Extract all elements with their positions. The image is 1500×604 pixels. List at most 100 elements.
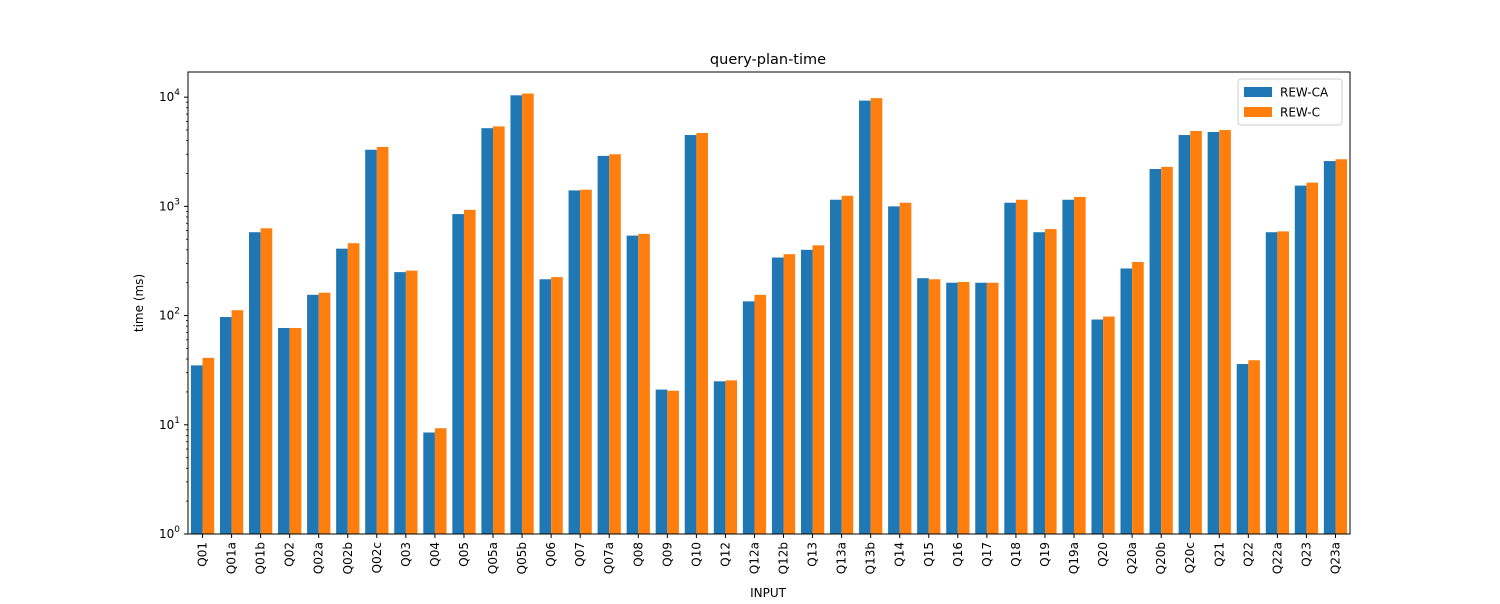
bar-rew-ca-q12a: [742, 301, 755, 534]
bar-rew-ca-q14: [888, 206, 900, 534]
y-tick-label: 100: [159, 525, 180, 541]
x-axis: Q01 Q01a Q01b Q02 Q02a Q02b Q02c Q03 Q04 Q05 Q05a Q…: [196, 534, 1342, 574]
bar-rew-ca-q20: [1091, 319, 1104, 534]
x-tick-label: Q12a: [747, 542, 761, 574]
bar-rew-c-q02a: [318, 292, 331, 534]
x-tick-label: Q01b: [254, 542, 268, 574]
x-tick-label: Q13: [806, 542, 820, 567]
x-tick-label: Q20a: [1125, 542, 1139, 574]
bar-rew-ca-q16: [946, 282, 958, 534]
bar-rew-c-q13: [812, 245, 825, 534]
bar-rew-c-q09: [667, 390, 679, 534]
x-tick-label: Q19: [1038, 542, 1052, 567]
bar-rew-ca-q02a: [307, 294, 319, 534]
x-tick-label: Q13b: [864, 542, 878, 574]
x-tick-label: Q10: [689, 542, 703, 567]
bar-rew-c-q05b: [522, 93, 534, 535]
x-axis-label: INPUT: [750, 586, 787, 600]
x-tick-label: Q05b: [515, 542, 529, 574]
bar-rew-ca-q22: [1236, 364, 1249, 534]
bar-rew-c-q07: [580, 189, 592, 535]
bar-rew-c-q12b: [783, 254, 796, 534]
bar-rew-c-q05: [463, 209, 476, 534]
x-tick-label: Q07a: [602, 542, 616, 574]
bar-rew-ca-q03: [394, 272, 406, 534]
bar-rew-ca-q02c: [365, 149, 377, 534]
bar-rew-c-q05a: [493, 126, 505, 534]
x-tick-label: Q23: [1299, 542, 1313, 567]
x-tick-label: Q09: [660, 542, 674, 567]
chart-title: query-plan-time: [710, 52, 826, 68]
bar-rew-ca-q12: [713, 381, 726, 534]
x-tick-label: Q06: [544, 542, 558, 567]
bar-rew-ca-q04: [423, 432, 435, 534]
bar-rew-ca-q20c: [1178, 135, 1191, 535]
bar-rew-ca-q05a: [481, 128, 494, 534]
bar-rew-c-q20a: [1132, 261, 1144, 534]
bar-rew-c-q23: [1306, 182, 1319, 534]
bar-rew-ca-q01a: [219, 317, 232, 534]
y-axis: 100 101 102 103 104: [159, 88, 188, 541]
bar-rew-c-q20: [1103, 316, 1115, 534]
bar-rew-c-q18: [1015, 199, 1028, 534]
bar-rew-ca-q02: [278, 327, 290, 534]
bar-rew-ca-q21: [1207, 131, 1220, 535]
legend-swatch-rew-ca: [1244, 87, 1272, 97]
x-tick-label: Q01a: [225, 542, 239, 574]
bars-group: [190, 93, 1348, 535]
bar-rew-c-q01: [202, 357, 215, 534]
bar-rew-c-q03: [405, 270, 418, 534]
bar-rew-ca-q01: [190, 365, 203, 534]
legend: REW-CA REW-C: [1237, 78, 1343, 126]
bar-rew-ca-q02b: [336, 248, 348, 534]
x-tick-label: Q01: [196, 542, 210, 567]
bar-rew-ca-q19: [1033, 232, 1045, 534]
bar-rew-c-q06: [551, 277, 563, 534]
x-tick-label: Q18: [1009, 542, 1023, 567]
bar-rew-ca-q13a: [830, 199, 842, 534]
bar-rew-c-q12: [725, 380, 738, 534]
x-tick-label: Q03: [399, 542, 413, 567]
bar-rew-ca-q19a: [1062, 199, 1075, 534]
bar-rew-c-q13b: [870, 98, 883, 534]
legend-swatch-rew-c: [1244, 107, 1272, 117]
x-tick-label: Q05: [457, 542, 471, 567]
bar-rew-ca-q05: [452, 214, 464, 534]
x-tick-label: Q19a: [1067, 542, 1081, 574]
bar-rew-c-q19: [1044, 229, 1057, 535]
y-tick-label: 101: [159, 416, 180, 432]
bar-rew-ca-q07: [568, 190, 581, 535]
bar-rew-ca-q13b: [859, 100, 871, 535]
bar-rew-ca-q01b: [249, 232, 261, 534]
bar-rew-c-q17: [986, 282, 999, 534]
bar-rew-ca-q10: [684, 135, 697, 535]
bar-rew-c-q04: [434, 428, 447, 534]
x-tick-label: Q22a: [1270, 542, 1284, 574]
bar-rew-c-q13a: [841, 195, 854, 535]
x-tick-label: Q17: [980, 542, 994, 567]
bar-rew-c-q23a: [1335, 159, 1348, 534]
x-tick-label: Q14: [893, 542, 907, 567]
bar-rew-c-q01a: [231, 310, 244, 534]
x-tick-label: Q02c: [370, 542, 384, 573]
bar-rew-ca-q23: [1294, 185, 1307, 534]
x-tick-label: Q15: [922, 542, 936, 567]
bar-rew-c-q20b: [1161, 166, 1173, 534]
y-tick-label: 102: [159, 307, 180, 323]
x-tick-label: Q20: [1096, 542, 1110, 567]
bar-rew-c-q02: [289, 327, 302, 534]
bar-rew-c-q20c: [1190, 131, 1202, 534]
bar-rew-c-q08: [638, 233, 650, 534]
bar-rew-c-q21: [1219, 130, 1231, 535]
x-tick-label: Q12b: [777, 542, 791, 574]
bar-rew-ca-q22a: [1265, 232, 1278, 534]
x-tick-label: Q02a: [312, 542, 326, 574]
bar-rew-c-q14: [899, 202, 912, 535]
legend-label-rew-ca: REW-CA: [1280, 86, 1329, 100]
bar-rew-c-q22: [1248, 360, 1260, 534]
x-tick-label: Q13a: [835, 542, 849, 574]
bar-rew-c-q07a: [609, 154, 621, 534]
x-tick-label: Q07: [573, 542, 587, 567]
